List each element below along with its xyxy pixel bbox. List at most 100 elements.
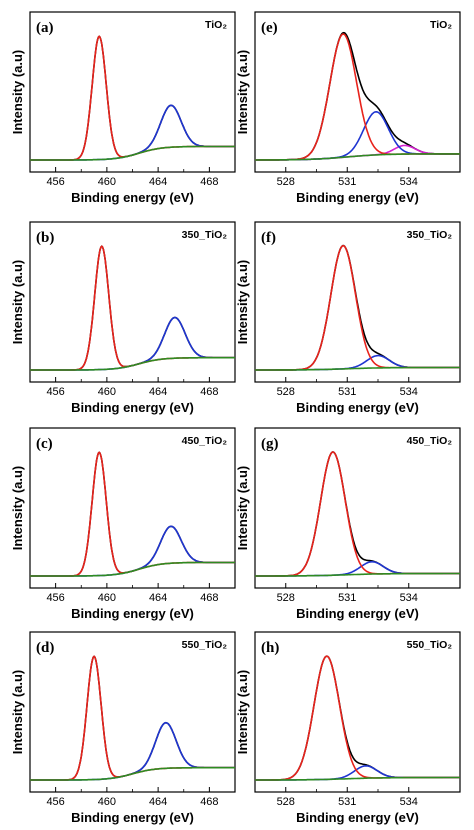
panel-h-xtick-label: 531 [338, 796, 356, 808]
panel-b-letter: (b) [36, 230, 54, 246]
panel-d-sample-label: 550_TiO₂ [182, 639, 228, 651]
panel-f-xlabel: Binding energy (eV) [296, 400, 419, 415]
panel-d-xtick-label: 468 [200, 796, 218, 808]
panel-c-xtick-label: 468 [200, 592, 218, 604]
panel-a-letter: (a) [36, 20, 54, 36]
panel-h-xlabel: Binding energy (eV) [296, 810, 419, 825]
panel-h-xtick-label: 528 [277, 796, 295, 808]
panel-e-third-fit-line [255, 144, 460, 161]
panel-d-envelope-line [30, 655, 235, 781]
panel-e-frame [254, 11, 461, 173]
panel-c-main-fit-line [30, 451, 235, 577]
panel-e-sample-label: TiO₂ [430, 19, 452, 31]
panel-b-xtick-label: 464 [149, 386, 167, 398]
panel-c-second-fit-line [30, 525, 235, 577]
panel-f-sample-label: 350_TiO₂ [407, 229, 453, 241]
panel-c-xtick-label: 460 [98, 592, 116, 604]
panel-g-background-line [255, 572, 460, 577]
panel-f-letter: (f) [261, 230, 276, 246]
panel-a-sample-label: TiO₂ [205, 19, 227, 31]
panel-b-xtick-label: 468 [200, 386, 218, 398]
panel-c-frame [29, 427, 236, 589]
panel-d-background-line [30, 766, 235, 781]
panel-a-xtick-label: 456 [46, 176, 64, 188]
panel-f: 528 531 534 Binding energy (eV) Intensity (a… [235, 221, 461, 415]
panel-b: 456 460 464 468 Binding energy (eV) Intensity… [10, 221, 236, 415]
panel-h-envelope-line [255, 655, 460, 781]
panel-b-sample-label: 350_TiO₂ [182, 229, 228, 241]
panel-d-second-fit-line [30, 721, 235, 781]
panel-h-xtick-label: 534 [400, 796, 418, 808]
panel-e-ylabel: Intensity (a.u) [235, 50, 250, 135]
panel-a-xtick-label: 464 [149, 176, 167, 188]
panel-d: 456 460 464 468 Binding energy (eV) Intensity… [10, 631, 236, 825]
panel-c-xlabel: Binding energy (eV) [71, 606, 194, 621]
panel-c: 456 460 464 468 Binding energy (eV) Intensity… [10, 427, 236, 621]
panel-d-xtick-label: 460 [98, 796, 116, 808]
panel-a-ylabel: Intensity (a.u) [10, 50, 25, 135]
panel-d-letter: (d) [36, 640, 54, 656]
panel-g-xtick-label: 528 [277, 592, 295, 604]
panel-d-xtick-label: 464 [149, 796, 167, 808]
panel-c-letter: (c) [36, 436, 53, 452]
panel-d-xtick-label: 456 [46, 796, 64, 808]
panel-c-background-line [30, 561, 235, 577]
panel-b-envelope-line [30, 245, 235, 371]
panel-h-letter: (h) [261, 640, 279, 656]
panel-g: 528 531 534 Binding energy (eV) Intensity (a… [235, 427, 461, 621]
panel-h-main-fit-line [255, 655, 460, 781]
panel-a-xlabel: Binding energy (eV) [71, 190, 194, 205]
panel-f-frame [254, 221, 461, 383]
panel-b-ylabel: Intensity (a.u) [10, 260, 25, 345]
panel-f-xtick-label: 528 [277, 386, 295, 398]
panel-d-main-fit-line [30, 655, 235, 781]
panel-g-xtick-label: 531 [338, 592, 356, 604]
panel-a-xtick-label: 460 [98, 176, 116, 188]
panel-h-frame [254, 631, 461, 793]
panel-a-xtick-label: 468 [200, 176, 218, 188]
panel-e-xtick-label: 534 [400, 176, 418, 188]
panel-a: 456 460 464 468 Binding energy (eV) Intensity… [10, 11, 236, 205]
panel-e-background-line [255, 153, 460, 161]
panel-g-ylabel: Intensity (a.u) [235, 466, 250, 551]
panel-b-second-fit-line [30, 316, 235, 371]
panel-h: 528 531 534 Binding energy (eV) Intensity (a… [235, 631, 461, 825]
panel-e-xlabel: Binding energy (eV) [296, 190, 419, 205]
panel-a-second-fit-line [30, 104, 235, 161]
panel-c-xtick-label: 464 [149, 592, 167, 604]
panel-e-letter: (e) [261, 20, 278, 36]
panel-e: 528 531 534 Binding energy (eV) Intensity (a… [235, 11, 461, 205]
panel-h-sample-label: 550_TiO₂ [407, 639, 453, 651]
panel-a-main-fit-line [30, 35, 235, 161]
panel-f-background-line [255, 366, 460, 371]
panel-c-sample-label: 450_TiO₂ [182, 435, 228, 447]
panel-g-letter: (g) [261, 436, 279, 452]
panel-c-ylabel: Intensity (a.u) [10, 466, 25, 551]
panel-c-envelope-line [30, 451, 235, 577]
panel-a-frame [29, 11, 236, 173]
panel-h-background-line [255, 776, 460, 781]
panel-b-xtick-label: 460 [98, 386, 116, 398]
panel-c-xtick-label: 456 [46, 592, 64, 604]
panel-g-frame [254, 427, 461, 589]
panel-e-xtick-label: 531 [338, 176, 356, 188]
panel-d-xlabel: Binding energy (eV) [71, 810, 194, 825]
panel-f-xtick-label: 531 [338, 386, 356, 398]
panel-b-main-fit-line [30, 245, 235, 371]
panel-g-xtick-label: 534 [400, 592, 418, 604]
panel-g-sample-label: 450_TiO₂ [407, 435, 453, 447]
panel-a-background-line [30, 145, 235, 161]
panel-f-xtick-label: 534 [400, 386, 418, 398]
panel-b-xlabel: Binding energy (eV) [71, 400, 194, 415]
panel-b-background-line [30, 356, 235, 371]
panel-f-main-fit-line [255, 244, 460, 371]
panel-h-ylabel: Intensity (a.u) [235, 670, 250, 755]
panel-f-ylabel: Intensity (a.u) [235, 260, 250, 345]
panel-g-xlabel: Binding energy (eV) [296, 606, 419, 621]
panel-b-xtick-label: 456 [46, 386, 64, 398]
panel-d-ylabel: Intensity (a.u) [10, 670, 25, 755]
panel-g-main-fit-line [255, 451, 460, 577]
panel-e-xtick-label: 528 [277, 176, 295, 188]
panel-a-envelope-line [30, 35, 235, 161]
